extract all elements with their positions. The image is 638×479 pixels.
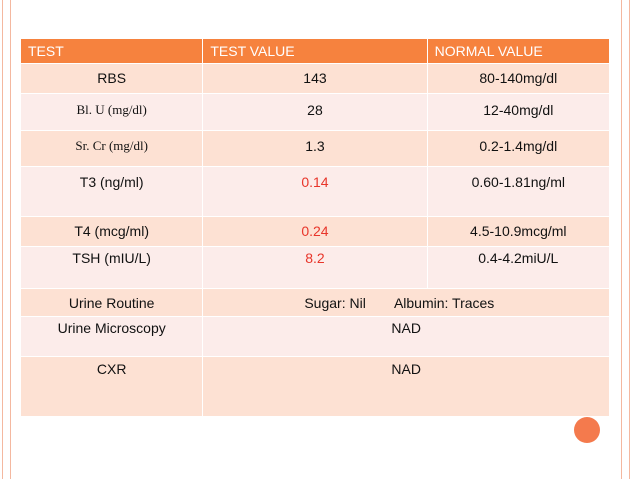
table-row: Urine Routine Sugar: Nil Albumin: Traces: [19, 288, 610, 317]
normal-value: Albumin: Traces: [393, 295, 495, 311]
test-name: T3 (ng/ml): [79, 174, 144, 190]
header-test: TEST: [19, 38, 204, 64]
decorative-frame-right: [621, 0, 630, 479]
normal-value: 0.4-4.2miU/L: [478, 250, 559, 266]
test-value: 8.2: [305, 250, 325, 266]
lab-results-table: TEST TEST VALUE NORMAL VALUE RBS 143 80-…: [19, 38, 611, 417]
normal-value: 0.2-1.4mg/dl: [479, 138, 558, 154]
table-row: CXR NAD: [19, 356, 610, 417]
table-row: T3 (ng/ml) 0.14 0.60-1.81ng/ml: [19, 166, 611, 217]
test-name: T4 (mcg/ml): [74, 223, 149, 239]
test-value: 1.3: [305, 138, 325, 154]
test-name: Bl. U (mg/dl): [76, 102, 147, 117]
test-value: 143: [303, 70, 327, 86]
table-row: Bl. U (mg/dl) 28 12-40mg/dl: [19, 93, 611, 131]
test-name: TSH (mIU/L): [72, 250, 151, 266]
test-name: CXR: [96, 361, 127, 377]
normal-value: 12-40mg/dl: [483, 102, 554, 118]
test-value: NAD: [391, 361, 421, 377]
test-value: NAD: [391, 320, 421, 336]
test-name: Urine Microscopy: [57, 320, 166, 336]
test-name: RBS: [97, 70, 127, 86]
normal-value: 80-140mg/dl: [479, 70, 558, 86]
test-name: Sr. Cr (mg/dl): [75, 138, 148, 153]
normal-value: 0.60-1.81ng/ml: [471, 174, 565, 190]
table-row: RBS 143 80-140mg/dl: [19, 63, 611, 94]
decorative-frame-left: [2, 0, 11, 479]
slide-number-dot: [574, 417, 600, 443]
test-value: 0.24: [301, 223, 329, 239]
table-row: Sr. Cr (mg/dl) 1.3 0.2-1.4mg/dl: [19, 130, 611, 167]
test-value: Sugar: Nil: [304, 295, 366, 311]
test-value: 0.14: [301, 174, 329, 190]
header-test-value: TEST VALUE: [202, 38, 428, 64]
table-row: Urine Microscopy NAD: [19, 316, 610, 357]
header-normal-value: NORMAL VALUE: [426, 38, 611, 64]
table-row: TSH (mIU/L) 8.2 0.4-4.2miU/L: [19, 246, 611, 289]
table-header-row: TEST TEST VALUE NORMAL VALUE: [19, 38, 611, 64]
test-value: 28: [307, 102, 323, 118]
normal-value: 4.5-10.9mcg/ml: [470, 223, 567, 239]
test-name: Urine Routine: [68, 295, 155, 311]
table-row: T4 (mcg/ml) 0.24 4.5-10.9mcg/ml: [19, 216, 611, 247]
